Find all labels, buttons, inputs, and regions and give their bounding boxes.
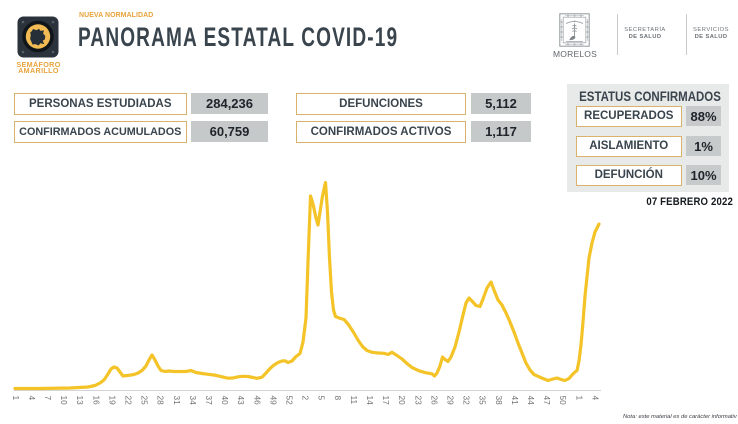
svg-text:1: 1 xyxy=(11,396,21,401)
svg-text:43: 43 xyxy=(236,396,246,406)
svg-text:38: 38 xyxy=(494,396,504,406)
svg-text:4: 4 xyxy=(27,396,37,401)
svg-text:20: 20 xyxy=(397,396,407,406)
svg-text:5: 5 xyxy=(317,396,327,401)
svg-text:1: 1 xyxy=(574,396,584,401)
svg-text:50: 50 xyxy=(558,396,568,406)
svg-text:41: 41 xyxy=(510,396,520,406)
svg-text:16: 16 xyxy=(91,396,101,406)
svg-text:31: 31 xyxy=(172,396,182,406)
svg-text:8: 8 xyxy=(333,396,343,401)
svg-text:14: 14 xyxy=(365,396,375,406)
svg-text:22: 22 xyxy=(124,396,134,406)
svg-text:26: 26 xyxy=(429,396,439,406)
svg-text:34: 34 xyxy=(188,396,198,406)
svg-text:40: 40 xyxy=(220,396,230,406)
svg-text:7: 7 xyxy=(43,396,53,401)
svg-text:4: 4 xyxy=(590,396,600,401)
svg-text:17: 17 xyxy=(381,396,391,406)
svg-text:52: 52 xyxy=(285,396,295,406)
svg-text:28: 28 xyxy=(156,396,166,406)
svg-text:32: 32 xyxy=(462,396,472,406)
svg-text:46: 46 xyxy=(252,396,262,406)
svg-text:44: 44 xyxy=(526,396,536,406)
svg-text:29: 29 xyxy=(446,396,456,406)
svg-text:19: 19 xyxy=(107,396,117,406)
svg-text:37: 37 xyxy=(204,396,214,406)
svg-text:25: 25 xyxy=(140,396,150,406)
svg-text:10: 10 xyxy=(59,396,69,406)
svg-text:47: 47 xyxy=(542,396,552,406)
svg-text:13: 13 xyxy=(75,396,85,406)
svg-text:11: 11 xyxy=(349,396,359,405)
svg-text:49: 49 xyxy=(268,396,278,406)
svg-text:23: 23 xyxy=(413,396,423,406)
svg-text:35: 35 xyxy=(478,396,488,406)
svg-text:2: 2 xyxy=(301,396,311,401)
